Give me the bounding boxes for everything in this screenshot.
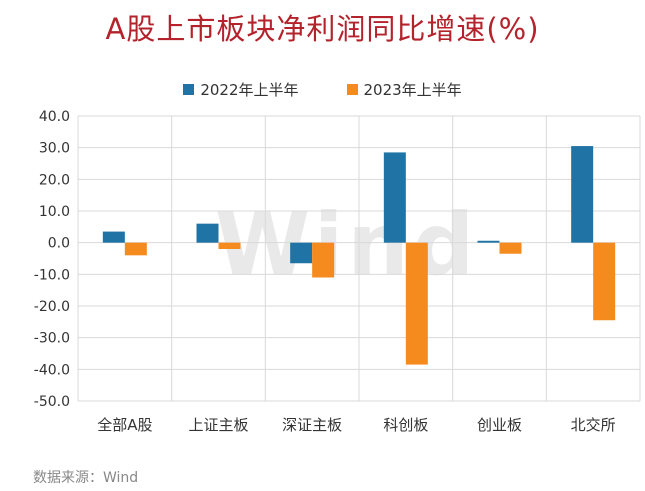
bar-series2-0 (124, 242, 147, 256)
legend-label-series1: 2022年上半年 (200, 81, 299, 99)
bar-series2-2 (312, 242, 335, 278)
y-tick-label: 0.0 (48, 236, 70, 252)
x-tick-label: 创业板 (477, 416, 522, 434)
legend-swatch-series2 (346, 84, 358, 95)
y-tick-label: 20.0 (39, 172, 70, 188)
y-tick-label: 30.0 (39, 141, 70, 157)
x-tick-label: 科创板 (383, 416, 428, 434)
y-tick-label: -10.0 (34, 267, 70, 283)
y-tick-label: -20.0 (34, 299, 70, 315)
chart-title: A股上市板块净利润同比增速(%) (105, 12, 540, 46)
watermark: Wind (215, 195, 479, 295)
legend-item-series2: 2023年上半年 (346, 79, 462, 100)
y-tick-label: 40.0 (39, 109, 70, 125)
legend-label-series2: 2023年上半年 (363, 81, 462, 99)
bar-series1-1 (196, 223, 219, 243)
y-tick-label: -30.0 (34, 331, 70, 347)
bar-series2-5 (593, 242, 616, 321)
bar-series1-2 (290, 242, 313, 264)
bar-series1-4 (477, 240, 500, 243)
bar-series2-4 (499, 242, 522, 254)
bar-series2-1 (218, 242, 241, 249)
x-tick-label: 上证主板 (188, 416, 248, 434)
y-tick-label: 10.0 (39, 204, 70, 220)
y-tick-label: -50.0 (34, 394, 70, 410)
bar-series1-0 (102, 231, 125, 243)
bar-series2-3 (405, 242, 428, 365)
legend-swatch-series1 (183, 84, 195, 95)
legend: 2022年上半年 2023年上半年 (0, 79, 645, 100)
y-tick-label: -40.0 (34, 362, 70, 378)
x-tick-label: 北交所 (571, 416, 616, 434)
source-note: 数据来源：Wind (33, 470, 139, 486)
x-tick-label: 深证主板 (282, 416, 342, 434)
legend-item-series1: 2022年上半年 (183, 79, 299, 100)
x-tick-label: 全部A股 (97, 416, 152, 434)
bar-series1-3 (383, 152, 406, 243)
bar-series1-5 (571, 146, 594, 243)
